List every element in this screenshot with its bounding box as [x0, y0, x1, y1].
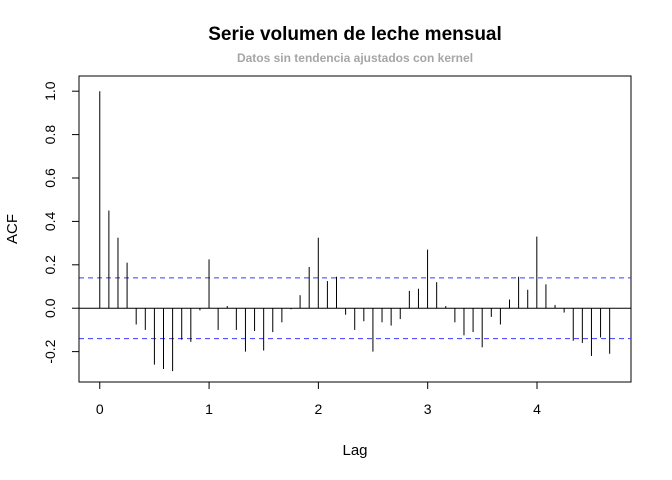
chart-title: Serie volumen de leche mensual: [208, 24, 502, 45]
x-tick-label: 1: [205, 401, 213, 417]
axes: 0 1 2 3 4 -0.2 0.0 0.2 0.4 0.6 0.8 1.0: [42, 81, 541, 417]
x-tick-label: 4: [533, 401, 541, 417]
acf-marks: [79, 91, 631, 372]
x-axis-label: Lag: [342, 442, 367, 459]
plot-frame: [78, 75, 632, 383]
y-tick-label: -0.2: [42, 339, 58, 363]
y-tick-label: 0.4: [42, 211, 58, 231]
chart-subtitle: Datos sin tendencia ajustados con kernel: [237, 51, 473, 65]
y-tick-label: 1.0: [42, 81, 58, 101]
y-axis-label: ACF: [4, 214, 21, 244]
x-tick-label: 2: [314, 401, 322, 417]
y-tick-label: 0.0: [42, 298, 58, 318]
x-tick-label: 3: [424, 401, 432, 417]
y-tick-label: 0.8: [42, 125, 58, 145]
x-tick-label: 0: [96, 401, 104, 417]
y-tick-label: 0.6: [42, 168, 58, 188]
y-tick-label: 0.2: [42, 255, 58, 275]
